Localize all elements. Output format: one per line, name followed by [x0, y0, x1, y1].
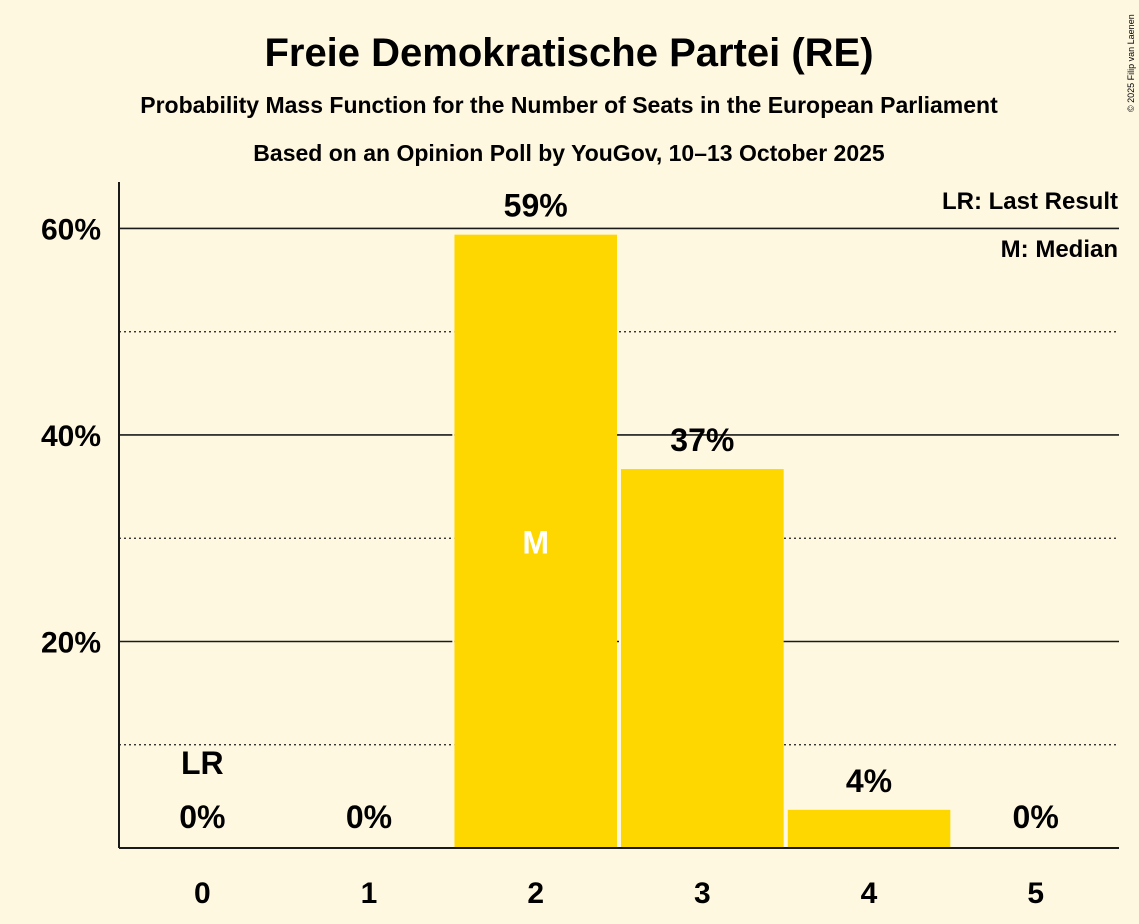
bar-gap: [785, 805, 788, 848]
legend-median: M: Median: [1001, 236, 1118, 263]
bar-value-label: 0%: [1013, 799, 1059, 835]
x-tick-label: 5: [1027, 877, 1044, 910]
y-tick-label: 20%: [41, 626, 101, 659]
bar-value-label: 4%: [846, 763, 892, 799]
x-tick-label: 1: [361, 877, 378, 910]
chart-subtitle: Probability Mass Function for the Number…: [140, 92, 998, 118]
bar-value-label: 0%: [346, 799, 392, 835]
x-tick-label: 0: [194, 877, 211, 910]
bar-seats-2: [454, 234, 617, 848]
bar-value-label: 59%: [504, 188, 568, 224]
x-tick-label: 4: [861, 877, 878, 910]
bar-value-label: 37%: [670, 422, 734, 458]
y-tick-label: 40%: [41, 420, 101, 453]
bar-seats-4: [787, 809, 951, 848]
last-result-marker: LR: [181, 745, 224, 781]
bars: [452, 230, 951, 848]
y-tick-label: 60%: [41, 213, 101, 246]
bar-value-label: 0%: [179, 799, 225, 835]
chart-title: Freie Demokratische Partei (RE): [264, 31, 873, 75]
bar-gap: [452, 230, 455, 848]
bar-gap: [619, 465, 621, 848]
median-marker: M: [522, 525, 549, 561]
chart-subtitle-source: Based on an Opinion Poll by YouGov, 10–1…: [253, 140, 885, 166]
legend: LR: Last Result M: Median: [942, 188, 1118, 263]
bar-seats-3: [621, 469, 784, 848]
x-tick-label: 2: [527, 877, 544, 910]
copyright-text: © 2025 Filip van Laenen: [1126, 14, 1136, 112]
x-tick-label: 3: [694, 877, 711, 910]
legend-last-result: LR: Last Result: [942, 188, 1118, 215]
